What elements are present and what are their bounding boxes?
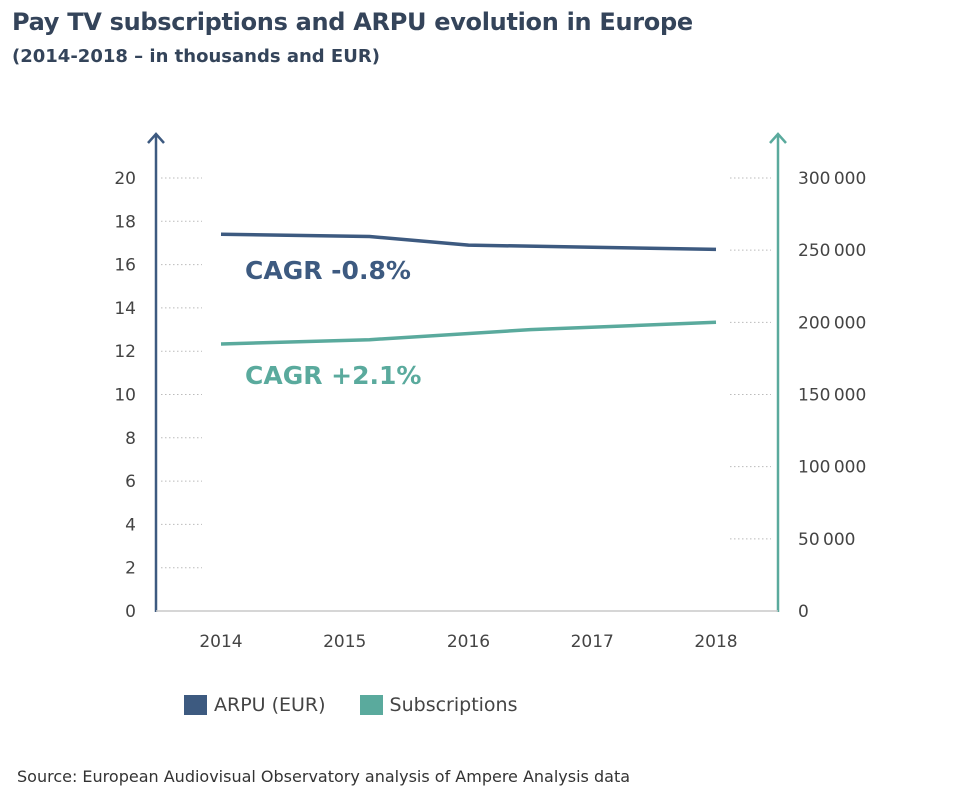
x-tick-label: 2017 xyxy=(571,632,614,652)
cagr-annotations: CAGR -0.8% CAGR +2.1% xyxy=(245,256,421,390)
right-axis-arrow xyxy=(769,132,787,144)
x-tick-label: 2014 xyxy=(199,632,242,652)
axes xyxy=(147,132,787,612)
right-gridlines xyxy=(730,177,771,540)
legend-swatch-subscriptions xyxy=(359,695,383,715)
series-lines xyxy=(220,232,717,346)
right-tick-label: 100 000 xyxy=(798,458,866,478)
legend-swatch-arpu xyxy=(184,695,207,715)
left-tick-label: 2 xyxy=(125,559,136,579)
left-tick-label: 4 xyxy=(125,515,136,535)
right-tick-label: 150 000 xyxy=(798,386,866,406)
x-tick-label: 2018 xyxy=(694,632,737,652)
left-tick-label: 10 xyxy=(114,386,136,406)
legend-item-subscriptions: Subscriptions xyxy=(359,694,518,716)
legend-item-arpu: ARPU (EUR) xyxy=(184,694,326,716)
legend: ARPU (EUR) Subscriptions xyxy=(184,694,552,716)
legend-label-subscriptions: Subscriptions xyxy=(389,694,518,716)
right-tick-label: 250 000 xyxy=(798,241,866,261)
left-tick-label: 20 xyxy=(114,169,136,189)
x-tick-label: 2016 xyxy=(447,632,490,652)
left-tick-label: 0 xyxy=(125,602,136,622)
right-tick-label: 50 000 xyxy=(798,530,855,550)
left-tick-label: 6 xyxy=(125,472,136,492)
chart-title: Pay TV subscriptions and ARPU evolution … xyxy=(12,8,693,36)
right-tick-label: 0 xyxy=(798,602,809,622)
left-tick-label: 14 xyxy=(114,299,136,319)
subscriptions-line xyxy=(220,320,717,346)
left-gridlines xyxy=(161,177,202,569)
right-tick-label: 200 000 xyxy=(798,313,866,333)
tick-labels: 0 2 4 6 8 10 12 14 16 18 20 0 50 000 100 000 150 000 20… xyxy=(114,169,866,652)
left-tick-label: 12 xyxy=(114,342,136,362)
left-tick-label: 18 xyxy=(114,212,136,232)
cagr-arpu-label: CAGR -0.8% xyxy=(245,256,411,285)
left-axis-arrow xyxy=(147,132,165,144)
right-tick-label: 300 000 xyxy=(798,169,866,189)
source-note: Source: European Audiovisual Observatory… xyxy=(17,767,631,786)
left-tick-label: 16 xyxy=(114,256,136,276)
arpu-line xyxy=(220,232,717,252)
legend-label-arpu: ARPU (EUR) xyxy=(214,694,326,716)
chart-subtitle: (2014-2018 – in thousands and EUR) xyxy=(12,46,380,67)
cagr-subscriptions-label: CAGR +2.1% xyxy=(245,361,421,390)
x-tick-label: 2015 xyxy=(323,632,366,652)
left-tick-label: 8 xyxy=(125,429,136,449)
